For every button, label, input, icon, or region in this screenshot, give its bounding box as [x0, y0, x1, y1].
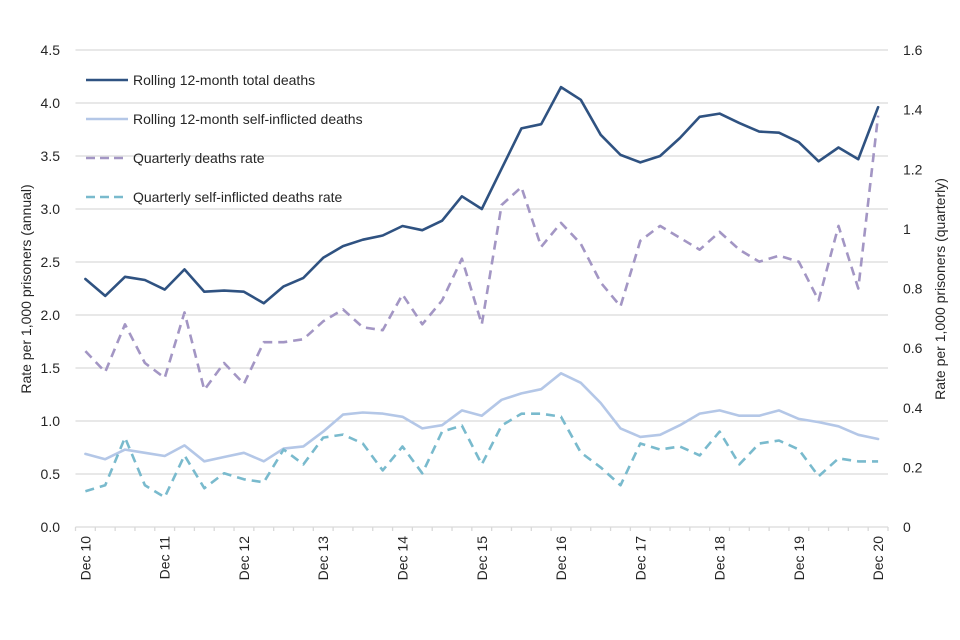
legend: Rolling 12-month total deaths Rolling 12-… [86, 72, 363, 205]
x-tick-label: Dec 16 [553, 536, 569, 581]
y-right-tick-label: 1.2 [903, 161, 923, 177]
y-left-tick-label: 1.5 [41, 360, 61, 376]
y-left-tick-label: 3.0 [41, 201, 61, 217]
y-right-tick-label: 0.6 [903, 340, 923, 356]
legend-item: Rolling 12-month total deaths [86, 72, 315, 88]
series-line-rolling-12-month-self-inflicted-deaths [84, 371, 880, 463]
legend-item: Rolling 12-month self-inflicted deaths [86, 111, 363, 127]
x-tick-label: Dec 19 [791, 536, 807, 581]
legend-label: Rolling 12-month self-inflicted deaths [133, 111, 363, 127]
x-axis: Dec 10 Dec 11 Dec 12 Dec 13 Dec 14 Dec 15 Dec … [74, 526, 889, 581]
y-right-tick-label: 0.2 [903, 459, 923, 475]
y-left-tick-label: 0.0 [41, 519, 61, 535]
x-tick-label: Dec 20 [870, 536, 886, 581]
series-line-quarterly-self-inflicted-deaths-rate [85, 412, 879, 499]
x-tick-label: Dec 11 [157, 536, 173, 580]
x-tick-label: Dec 13 [315, 536, 331, 581]
y-left-tick-label: 4.5 [41, 42, 61, 58]
y-axis-right-title: Rate per 1,000 prisoners (quarterly) [932, 178, 948, 400]
x-tick-label: Dec 17 [632, 536, 648, 581]
x-tick-label: Dec 14 [394, 536, 410, 581]
legend-label: Rolling 12-month total deaths [133, 72, 315, 88]
legend-item: Quarterly self-inflicted deaths rate [86, 189, 343, 205]
y-axis-left-title: Rate per 1,000 prisoners (annual) [18, 184, 34, 393]
series-lines [84, 85, 880, 499]
x-tick-label: Dec 10 [77, 536, 93, 581]
y-axis-right: 0 0.2 0.4 0.6 0.8 1 1.2 1.4 1.6 [903, 42, 923, 535]
y-left-tick-label: 2.0 [41, 307, 61, 323]
legend-label: Quarterly deaths rate [133, 150, 265, 166]
legend-item: Quarterly deaths rate [86, 150, 265, 166]
y-right-tick-label: 0.4 [903, 400, 923, 416]
y-right-tick-label: 1.6 [903, 42, 923, 58]
x-tick-label: Dec 15 [474, 536, 490, 581]
series-line-quarterly-deaths-rate [84, 115, 880, 392]
y-left-tick-label: 2.5 [41, 254, 61, 270]
y-left-tick-label: 3.5 [41, 148, 61, 164]
y-right-tick-label: 0.8 [903, 281, 923, 297]
y-right-tick-label: 1 [903, 221, 911, 237]
y-right-tick-label: 1.4 [903, 102, 923, 118]
series-line-rolling-12-month-total-deaths [84, 85, 880, 305]
y-right-tick-label: 0 [903, 519, 911, 535]
x-tick-label: Dec 18 [712, 536, 728, 581]
y-left-tick-label: 0.5 [41, 466, 61, 482]
y-left-tick-label: 4.0 [41, 95, 61, 111]
x-tick-label: Dec 12 [236, 536, 252, 581]
y-axis-left: 0.0 0.5 1.0 1.5 2.0 2.5 3.0 3.5 4.0 4.5 [41, 42, 61, 535]
y-left-tick-label: 1.0 [41, 413, 61, 429]
legend-label: Quarterly self-inflicted deaths rate [133, 189, 343, 205]
